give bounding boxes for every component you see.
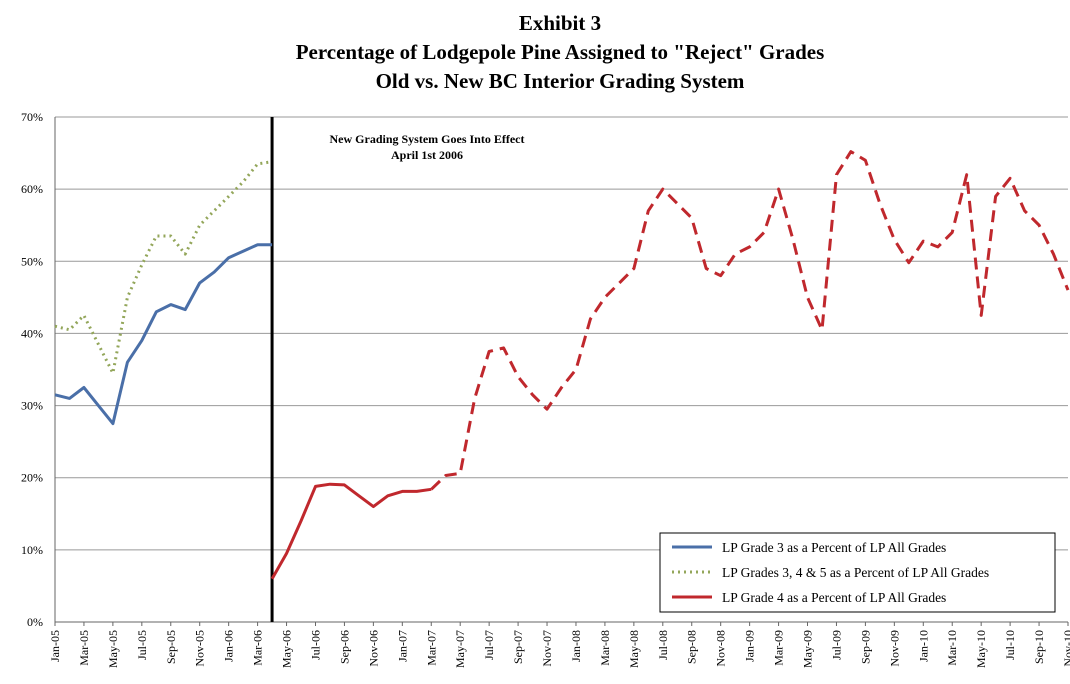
y-tick-label: 50% xyxy=(21,254,43,268)
line-series xyxy=(54,243,273,426)
line-series xyxy=(54,160,273,375)
x-tick-label: Jul-07 xyxy=(482,630,496,660)
chart-title: Exhibit 3 xyxy=(519,11,601,35)
x-tick-label: Sep-08 xyxy=(685,630,699,664)
x-tick-label: Jan-07 xyxy=(395,630,409,662)
legend-box xyxy=(659,532,1056,613)
x-tick-label: Mar-05 xyxy=(77,630,91,666)
x-tick-label: Jan-10 xyxy=(916,630,930,662)
x-tick-label: Sep-06 xyxy=(337,630,351,664)
x-tick-label: Sep-09 xyxy=(858,630,872,664)
x-tick-label: Sep-07 xyxy=(511,630,525,664)
line-series xyxy=(270,482,432,580)
x-tick-label: Mar-07 xyxy=(424,630,438,666)
y-tick-label: 0% xyxy=(27,615,43,629)
x-tick-label: Mar-06 xyxy=(251,630,265,666)
x-tick-label: May-10 xyxy=(974,630,988,668)
x-tick-label: Nov-07 xyxy=(540,630,554,667)
x-tick-label: May-08 xyxy=(627,630,641,668)
x-tick-label: Mar-09 xyxy=(772,630,786,666)
chart-title: Percentage of Lodgepole Pine Assigned to… xyxy=(296,40,825,64)
x-tick-label: May-06 xyxy=(280,630,294,668)
legend-label: LP Grade 4 as a Percent of LP All Grades xyxy=(722,590,946,605)
x-tick-label: Jul-08 xyxy=(656,630,670,660)
legend-label: LP Grades 3, 4 & 5 as a Percent of LP Al… xyxy=(722,565,989,580)
x-tick-label: Jan-08 xyxy=(569,630,583,662)
x-tick-label: May-05 xyxy=(106,630,120,668)
x-tick-label: Nov-09 xyxy=(887,630,901,667)
legend-label: LP Grade 3 as a Percent of LP All Grades xyxy=(722,540,946,555)
x-tick-label: Nov-08 xyxy=(714,630,728,667)
y-tick-label: 70% xyxy=(21,110,43,124)
annotation: New Grading System Goes Into Effect xyxy=(330,132,525,146)
x-tick-label: Jan-06 xyxy=(222,630,236,662)
x-tick-label: May-09 xyxy=(801,630,815,668)
x-tick-label: Sep-10 xyxy=(1032,630,1046,664)
annotation: April 1st 2006 xyxy=(391,148,463,162)
x-tick-label: Jul-10 xyxy=(1003,630,1017,660)
x-tick-label: Mar-08 xyxy=(598,630,612,666)
y-tick-label: 20% xyxy=(21,471,43,485)
line-series xyxy=(430,150,1070,491)
x-tick-label: Jul-05 xyxy=(135,630,149,660)
x-tick-label: May-07 xyxy=(453,630,467,668)
y-tick-label: 10% xyxy=(21,543,43,557)
x-tick-label: Jul-09 xyxy=(829,630,843,660)
x-tick-label: Nov-10 xyxy=(1061,630,1070,667)
y-tick-label: 40% xyxy=(21,326,43,340)
x-tick-label: Mar-10 xyxy=(945,630,959,666)
y-tick-label: 60% xyxy=(21,182,43,196)
x-tick-label: Jan-05 xyxy=(48,630,62,662)
x-tick-label: Sep-05 xyxy=(164,630,178,664)
x-tick-label: Nov-06 xyxy=(366,630,380,667)
x-tick-label: Jan-09 xyxy=(743,630,757,662)
chart-title: Old vs. New BC Interior Grading System xyxy=(376,69,745,93)
y-tick-label: 30% xyxy=(21,399,43,413)
x-tick-label: Nov-05 xyxy=(193,630,207,667)
x-tick-label: Jul-06 xyxy=(308,630,322,660)
